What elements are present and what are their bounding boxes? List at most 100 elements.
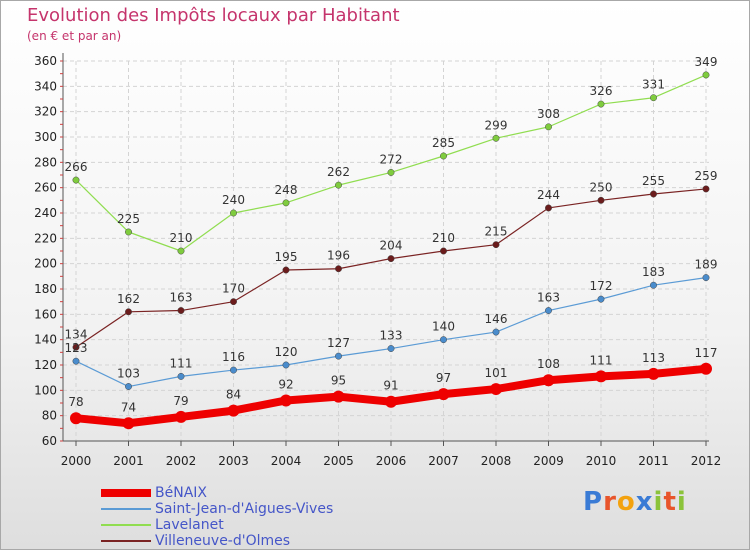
x-tick-label: 2005 xyxy=(323,454,354,468)
chart-title: Evolution des Impôts locaux par Habitant xyxy=(27,5,400,26)
logo-letter: x xyxy=(635,487,654,517)
y-tick-label: 100 xyxy=(34,383,57,397)
data-point-saint-jean xyxy=(545,307,552,314)
data-point-villeneuve xyxy=(492,241,500,249)
data-point-benaix xyxy=(175,410,187,423)
data-label-benaix: 91 xyxy=(383,379,398,393)
legend-label-villeneuve: Villeneuve-d'Olmes xyxy=(155,533,291,549)
data-label-villeneuve: 259 xyxy=(695,169,718,183)
y-tick-label: 240 xyxy=(34,206,57,220)
data-point-lavelanet xyxy=(387,169,395,176)
data-label-saint-jean: 133 xyxy=(380,329,403,343)
x-tick-label: 2008 xyxy=(481,454,512,468)
data-point-villeneuve xyxy=(72,343,80,351)
data-label-villeneuve: 195 xyxy=(275,250,298,264)
data-label-saint-jean: 123 xyxy=(65,341,88,355)
data-label-villeneuve: 134 xyxy=(65,327,88,341)
data-label-villeneuve: 163 xyxy=(170,291,193,305)
data-point-villeneuve xyxy=(702,185,710,193)
data-label-saint-jean: 120 xyxy=(275,345,298,359)
data-point-benaix xyxy=(647,367,660,380)
y-tick-label: 260 xyxy=(34,181,57,195)
data-point-benaix xyxy=(595,370,607,383)
data-point-benaix xyxy=(332,390,345,403)
data-label-benaix: 92 xyxy=(278,377,293,391)
data-label-benaix: 113 xyxy=(642,351,665,365)
data-point-villeneuve xyxy=(282,266,290,274)
data-label-benaix: 97 xyxy=(436,371,451,385)
data-point-lavelanet xyxy=(177,247,185,255)
data-label-lavelanet: 331 xyxy=(642,78,665,92)
logo-letter: t xyxy=(663,487,677,517)
data-point-saint-jean xyxy=(282,361,290,369)
data-point-lavelanet xyxy=(335,181,342,189)
data-label-lavelanet: 349 xyxy=(695,55,718,69)
data-label-lavelanet: 272 xyxy=(380,152,403,166)
chart-subtitle: (en € et par an) xyxy=(27,29,122,43)
legend-swatch-benaix xyxy=(101,489,151,497)
data-point-villeneuve xyxy=(125,308,132,316)
data-point-saint-jean xyxy=(440,336,447,344)
data-point-benaix xyxy=(70,412,82,425)
data-point-benaix xyxy=(700,362,712,375)
data-point-benaix xyxy=(542,374,555,387)
data-label-lavelanet: 285 xyxy=(432,136,455,150)
data-label-saint-jean: 111 xyxy=(170,356,193,370)
data-label-lavelanet: 299 xyxy=(485,118,508,132)
y-tick-label: 80 xyxy=(42,409,57,423)
data-point-lavelanet xyxy=(650,94,657,102)
data-label-lavelanet: 210 xyxy=(170,231,193,245)
legend-item-benaix: BéNAIX xyxy=(101,485,207,501)
data-label-saint-jean: 116 xyxy=(222,350,245,364)
logo-letter: P xyxy=(583,487,604,517)
data-point-lavelanet xyxy=(440,152,447,160)
x-tick-label: 2010 xyxy=(586,454,617,468)
data-point-benaix xyxy=(280,394,292,407)
data-label-lavelanet: 240 xyxy=(222,193,245,207)
data-point-saint-jean xyxy=(125,383,132,390)
data-point-saint-jean xyxy=(72,357,80,365)
y-tick-label: 140 xyxy=(34,333,57,347)
data-point-villeneuve xyxy=(230,298,237,306)
logo-letter: i xyxy=(676,487,687,517)
data-point-benaix xyxy=(437,388,450,401)
data-label-benaix: 111 xyxy=(590,353,613,367)
proxiti-logo: Proxiti xyxy=(583,487,687,517)
y-tick-label: 120 xyxy=(34,358,57,372)
data-label-benaix: 95 xyxy=(331,374,346,388)
legend-label-lavelanet: Lavelanet xyxy=(155,517,224,533)
data-point-villeneuve xyxy=(440,247,447,255)
data-point-lavelanet xyxy=(125,228,132,236)
data-point-lavelanet xyxy=(282,199,290,207)
data-label-villeneuve: 196 xyxy=(327,249,350,263)
data-point-villeneuve xyxy=(177,307,185,314)
logo-letter: o xyxy=(616,487,636,517)
data-point-saint-jean xyxy=(387,345,395,352)
data-point-benaix xyxy=(227,404,240,417)
data-point-saint-jean xyxy=(492,328,500,336)
data-label-benaix: 117 xyxy=(695,346,718,360)
data-label-saint-jean: 183 xyxy=(642,265,665,279)
data-label-lavelanet: 326 xyxy=(590,84,613,98)
data-label-villeneuve: 204 xyxy=(380,239,403,253)
data-label-saint-jean: 189 xyxy=(695,258,718,272)
data-label-benaix: 79 xyxy=(173,394,188,408)
data-point-lavelanet xyxy=(597,100,605,108)
y-tick-label: 180 xyxy=(34,282,57,296)
x-tick-label: 2003 xyxy=(218,454,249,468)
legend-item-saint-jean: Saint-Jean-d'Aigues-Vives xyxy=(101,501,333,517)
data-point-benaix xyxy=(122,417,135,430)
legend-item-lavelanet: Lavelanet xyxy=(101,517,224,533)
data-point-villeneuve xyxy=(650,190,657,198)
data-label-lavelanet: 308 xyxy=(537,107,560,121)
data-label-benaix: 101 xyxy=(485,366,508,380)
data-point-lavelanet xyxy=(72,176,80,184)
x-tick-label: 2009 xyxy=(533,454,564,468)
data-label-lavelanet: 262 xyxy=(327,165,350,179)
x-tick-label: 2007 xyxy=(428,454,459,468)
data-label-saint-jean: 172 xyxy=(590,279,613,293)
x-tick-label: 2006 xyxy=(376,454,407,468)
data-point-benaix xyxy=(385,395,397,408)
logo-letter: r xyxy=(603,487,617,517)
